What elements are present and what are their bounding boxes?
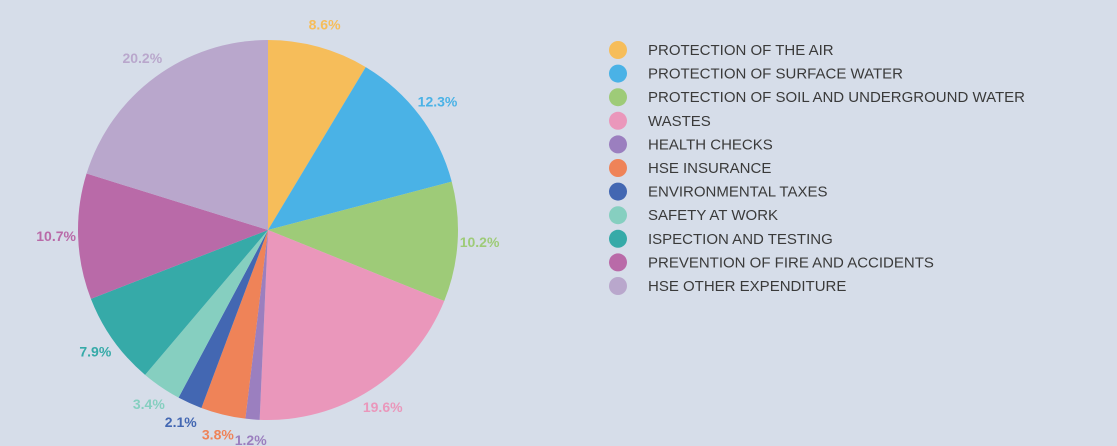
value-label: 8.6% bbox=[309, 16, 341, 32]
value-label: 2.1% bbox=[165, 414, 197, 430]
legend-label: ENVIRONMENTAL TAXES bbox=[648, 184, 827, 201]
value-label: 10.2% bbox=[460, 234, 500, 250]
legend-label: PROTECTION OF SURFACE WATER bbox=[648, 66, 903, 83]
legend-swatch bbox=[609, 253, 627, 272]
legend-label: PREVENTION OF FIRE AND ACCIDENTS bbox=[648, 254, 934, 271]
pie-slice bbox=[78, 173, 269, 299]
legend-swatch bbox=[609, 229, 627, 248]
legend-swatch bbox=[609, 206, 627, 225]
pie-slice bbox=[245, 230, 268, 420]
legend-swatch bbox=[609, 182, 627, 201]
value-label: 3.4% bbox=[133, 396, 165, 412]
legend-swatch bbox=[609, 111, 627, 130]
legend-swatch bbox=[609, 135, 627, 154]
legend-swatch bbox=[609, 64, 627, 83]
pie-slice bbox=[90, 230, 268, 375]
legend-label: SAFETY AT WORK bbox=[648, 207, 778, 224]
pie-slice bbox=[178, 230, 268, 408]
value-label: 7.9% bbox=[79, 344, 111, 360]
legend-label: WASTES bbox=[648, 113, 711, 130]
pie-slice bbox=[268, 181, 459, 302]
pie-slice bbox=[145, 230, 268, 398]
value-label: 19.6% bbox=[363, 399, 403, 415]
legend-label: ISPECTION AND TESTING bbox=[648, 231, 833, 248]
legend-swatch bbox=[609, 41, 627, 59]
value-label: 20.2% bbox=[122, 50, 162, 66]
legend-swatch bbox=[609, 277, 627, 295]
legend-swatch bbox=[609, 159, 627, 177]
pie-slice bbox=[268, 67, 452, 230]
value-label: 3.8% bbox=[202, 427, 234, 443]
value-label: 12.3% bbox=[418, 93, 458, 109]
pie-slice bbox=[86, 40, 268, 230]
value-label: 1.2% bbox=[235, 432, 267, 446]
pie-slice bbox=[201, 230, 268, 419]
legend-label: PROTECTION OF SOIL AND UNDERGROUND WATER bbox=[648, 89, 1025, 106]
legend-label: HSE OTHER EXPENDITURE bbox=[648, 278, 846, 295]
legend-label: HEALTH CHECKS bbox=[648, 136, 773, 153]
value-label: 10.7% bbox=[36, 228, 76, 244]
legend-swatch bbox=[609, 88, 627, 107]
pie-slice bbox=[268, 40, 366, 230]
legend-label: PROTECTION OF THE AIR bbox=[648, 42, 834, 59]
legend-label: HSE INSURANCE bbox=[648, 160, 771, 177]
pie-slice bbox=[259, 230, 445, 420]
